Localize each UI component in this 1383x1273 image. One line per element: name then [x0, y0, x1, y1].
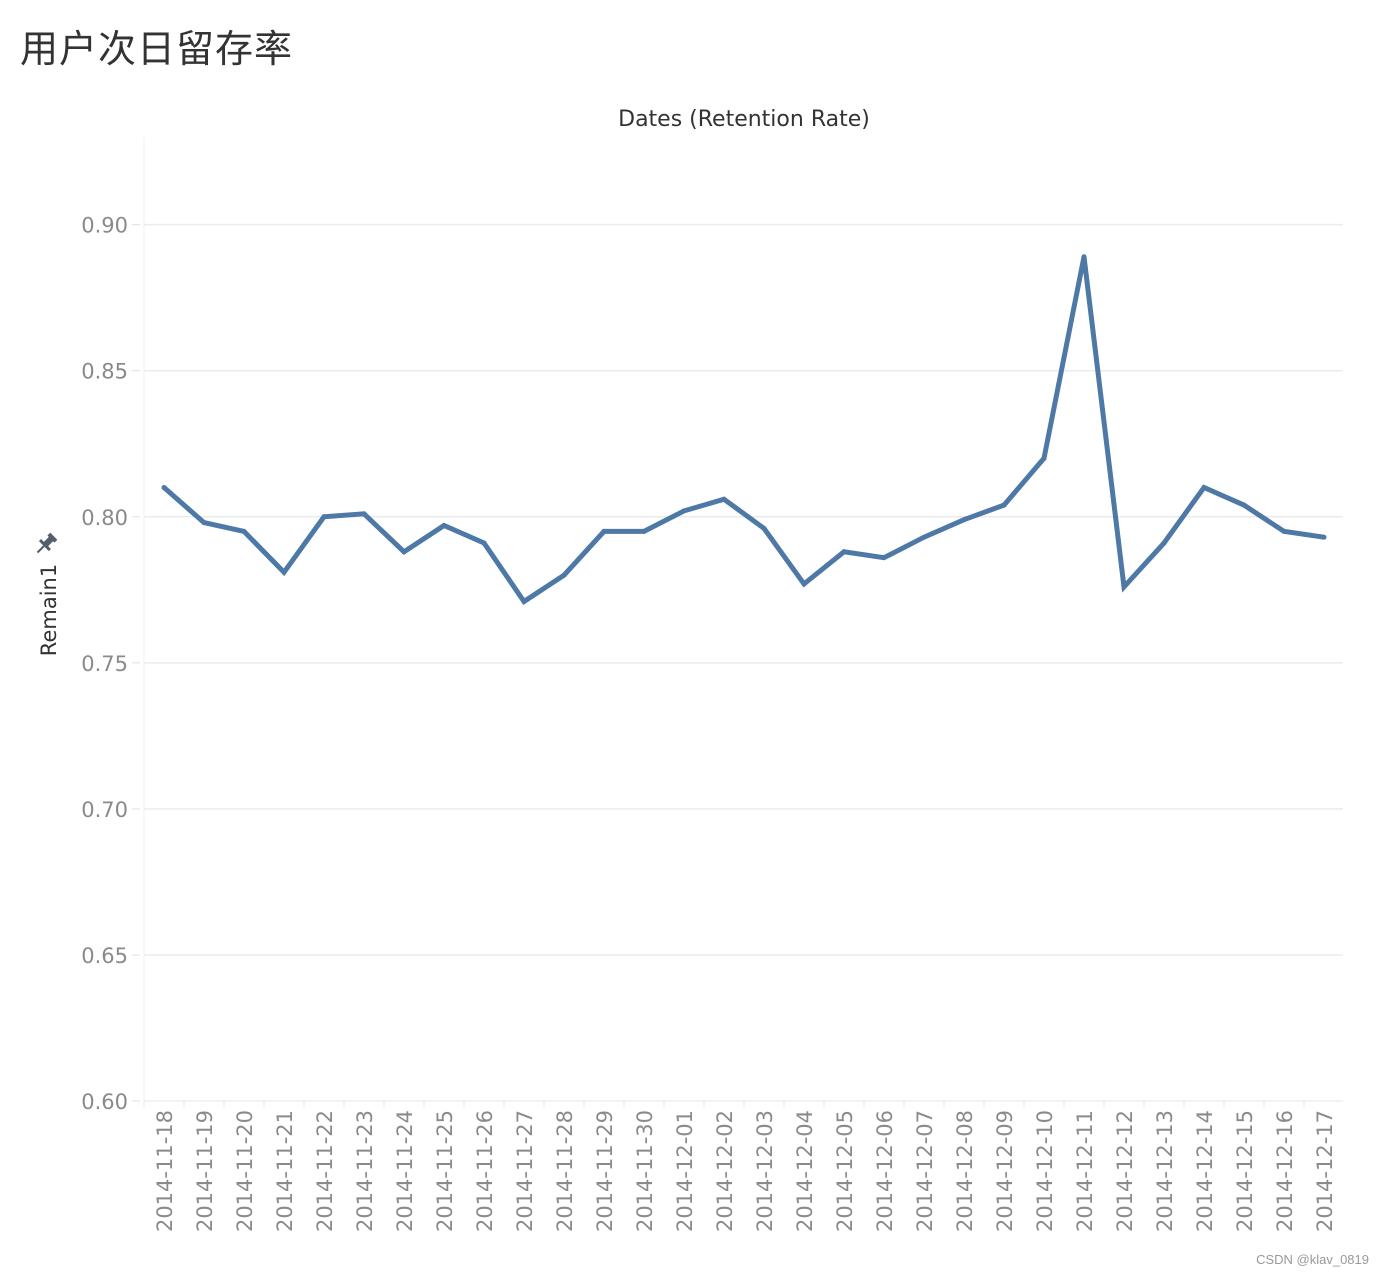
y-tick-label: 0.80 — [81, 506, 128, 530]
series-group — [161, 254, 1327, 605]
data-point[interactable] — [1121, 584, 1127, 590]
y-axis-title-group: Remain1 — [37, 564, 61, 656]
data-point[interactable] — [721, 496, 727, 502]
data-point[interactable] — [601, 528, 607, 534]
x-tick-label: 2014-11-20 — [233, 1110, 257, 1232]
x-tick-label: 2014-11-25 — [433, 1110, 457, 1232]
x-tick-label: 2014-11-18 — [153, 1110, 177, 1232]
data-point[interactable] — [681, 508, 687, 514]
x-tick-label: 2014-11-24 — [393, 1110, 417, 1232]
y-tick-label: 0.65 — [81, 944, 128, 968]
data-point[interactable] — [1241, 502, 1247, 508]
x-tick-label: 2014-11-19 — [193, 1110, 217, 1232]
x-tick-label: 2014-11-22 — [313, 1110, 337, 1232]
x-tick-label: 2014-11-29 — [593, 1110, 617, 1232]
chart-title: Dates (Retention Rate) — [618, 107, 870, 132]
x-tick-label: 2014-12-14 — [1193, 1110, 1217, 1232]
x-tick-label: 2014-12-17 — [1313, 1110, 1337, 1232]
x-tick-label: 2014-11-28 — [553, 1110, 577, 1232]
x-tick-label: 2014-12-10 — [1033, 1110, 1057, 1232]
x-tick-label: 2014-12-02 — [713, 1110, 737, 1232]
y-tick-label: 0.70 — [81, 798, 128, 822]
data-point[interactable] — [1281, 528, 1287, 534]
x-tick-label: 2014-12-09 — [993, 1110, 1017, 1232]
x-tick-label: 2014-12-12 — [1113, 1110, 1137, 1232]
page-title: 用户次日留存率 — [20, 27, 294, 71]
x-tick-label: 2014-12-04 — [793, 1110, 817, 1232]
data-point[interactable] — [481, 540, 487, 546]
data-point[interactable] — [401, 549, 407, 555]
data-point[interactable] — [1321, 534, 1327, 540]
y-axis: 0.60 0.65 0.70 0.75 0.80 0.85 0.90 — [81, 214, 140, 1114]
data-point[interactable] — [1201, 485, 1207, 491]
y-tick-label: 0.90 — [81, 214, 128, 238]
x-tick-label: 2014-12-01 — [673, 1110, 697, 1232]
x-tick-label: 2014-12-06 — [873, 1110, 897, 1232]
x-tick-label: 2014-11-30 — [633, 1110, 657, 1232]
data-point[interactable] — [1161, 540, 1167, 546]
data-point[interactable] — [441, 523, 447, 529]
x-tick-label: 2014-12-15 — [1233, 1110, 1257, 1232]
data-point[interactable] — [761, 525, 767, 531]
data-point[interactable] — [361, 511, 367, 517]
x-tick-label: 2014-11-23 — [353, 1110, 377, 1232]
data-point[interactable] — [201, 520, 207, 526]
gridlines — [143, 137, 1343, 1101]
pin-icon[interactable] — [33, 531, 59, 557]
x-tick-label: 2014-12-11 — [1073, 1110, 1097, 1232]
data-point[interactable] — [241, 528, 247, 534]
y-tick-label: 0.85 — [81, 360, 128, 384]
watermark: CSDN @klav_0819 — [1256, 1252, 1369, 1267]
x-axis: 2014-11-18 2014-11-19 2014-11-20 2014-11-21… — [143, 1100, 1343, 1232]
x-tick-label: 2014-12-03 — [753, 1110, 777, 1232]
x-tick-label: 2014-12-13 — [1153, 1110, 1177, 1232]
data-point[interactable] — [281, 569, 287, 575]
data-point[interactable] — [1081, 254, 1087, 260]
data-point[interactable] — [161, 485, 167, 491]
x-tick-label: 2014-12-07 — [913, 1110, 937, 1232]
data-point[interactable] — [521, 598, 527, 604]
series-line — [162, 256, 1325, 605]
data-point[interactable] — [561, 572, 567, 578]
data-point[interactable] — [881, 555, 887, 561]
data-point[interactable] — [841, 549, 847, 555]
x-tick-label: 2014-11-26 — [473, 1110, 497, 1232]
x-tick-label: 2014-12-05 — [833, 1110, 857, 1232]
data-point[interactable] — [961, 517, 967, 523]
x-tick-label: 2014-12-08 — [953, 1110, 977, 1232]
data-point[interactable] — [1001, 502, 1007, 508]
data-point[interactable] — [641, 528, 647, 534]
y-axis-title: Remain1 — [37, 564, 61, 656]
data-point[interactable] — [921, 534, 927, 540]
x-tick-label: 2014-11-21 — [273, 1110, 297, 1232]
data-point[interactable] — [321, 514, 327, 520]
y-tick-label: 0.60 — [81, 1090, 128, 1114]
y-tick-label: 0.75 — [81, 652, 128, 676]
x-tick-label: 2014-11-27 — [513, 1110, 537, 1232]
data-point[interactable] — [1041, 455, 1047, 461]
data-point[interactable] — [801, 581, 807, 587]
x-tick-label: 2014-12-16 — [1273, 1110, 1297, 1232]
